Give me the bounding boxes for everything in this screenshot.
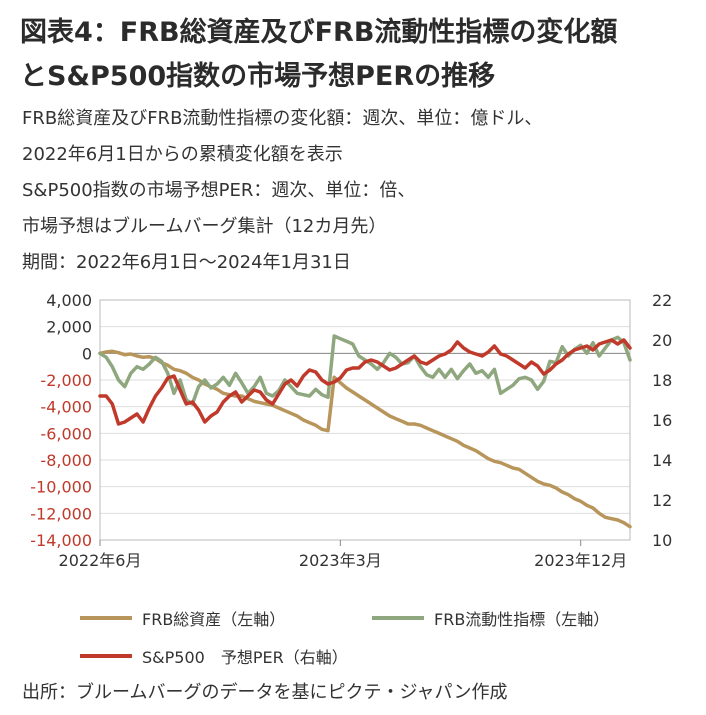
left-axis-tick-label: 4,000 <box>46 291 92 310</box>
left-axis-tick-label: -8,000 <box>40 451 92 470</box>
series-line-per <box>98 338 632 426</box>
gridlines <box>100 299 630 541</box>
series-line-frb-assets <box>98 349 632 529</box>
subtitle-line-3: S&P500指数の市場予想PER：週次、単位：倍、 <box>22 180 416 201</box>
x-axis-tick-label: 2023年3月 <box>299 551 382 570</box>
left-axis-tick-label: -14,000 <box>30 531 92 550</box>
right-axis-tick-label: 18 <box>652 371 672 390</box>
subtitle-line-5: 期間：2022年6月1日～2024年1月31日 <box>22 252 351 273</box>
legend-swatch-frb-assets <box>80 616 132 620</box>
right-axis-tick-label: 10 <box>652 531 672 550</box>
legend-label-liquidity: FRB流動性指標（左軸） <box>434 610 610 629</box>
series-line-liquidity <box>98 334 632 406</box>
right-axis-tick-label: 12 <box>652 491 672 510</box>
left-axis-tick-label: -12,000 <box>30 504 92 523</box>
legend-label-frb-assets: FRB総資産（左軸） <box>142 610 286 629</box>
legend-swatch-per <box>80 654 132 658</box>
right-axis-tick-label: 20 <box>652 331 672 350</box>
legend-item-frb-assets: FRB総資産（左軸） <box>80 606 285 630</box>
legend-item-per: S&P500 予想PER（右軸） <box>80 644 348 668</box>
x-axis-tick-label: 2022年6月 <box>59 551 142 570</box>
left-axis-tick-label: -2,000 <box>40 371 92 390</box>
chart-title-line2: とS&P500指数の市場予想PERの推移 <box>20 61 496 92</box>
series-lines <box>98 334 632 529</box>
subtitle-line-2: 2022年6月1日からの累積変化額を表示 <box>22 144 343 165</box>
axes: 4,000 2,000 0 -2,000 -4,000 -6,000 -8,000 -10,0… <box>30 291 672 570</box>
legend-item-liquidity: FRB流動性指標（左軸） <box>372 606 609 630</box>
plot-border <box>99 299 631 541</box>
left-axis-tick-label: -4,000 <box>40 398 92 417</box>
left-axis-tick-label: -10,000 <box>30 478 92 497</box>
line-chart: 4,000 2,000 0 -2,000 -4,000 -6,000 -8,000 -10,0… <box>30 291 672 570</box>
right-axis-tick-label: 22 <box>652 291 672 310</box>
left-axis-tick-label: 0 <box>82 344 92 363</box>
right-axis-tick-label: 16 <box>652 411 672 430</box>
legend-label-per: S&P500 予想PER（右軸） <box>142 648 348 667</box>
right-axis-tick-label: 14 <box>652 451 672 470</box>
left-axis-tick-label: 2,000 <box>46 318 92 337</box>
subtitle-line-4: 市場予想はブルームバーグ集計（12カ月先） <box>22 216 387 237</box>
chart-title: 図表4：FRB総資産及びFRB流動性指標の変化額 <box>20 17 618 48</box>
subtitle-line-1: FRB総資産及びFRB流動性指標の変化額：週次、単位：億ドル、 <box>22 108 543 129</box>
legend-swatch-liquidity <box>372 616 424 620</box>
x-axis-tick-label: 2023年12月 <box>534 551 627 570</box>
left-axis-tick-label: -6,000 <box>40 424 92 443</box>
source-note: 出所：ブルームバーグのデータを基にピクテ・ジャパン作成 <box>22 682 508 703</box>
